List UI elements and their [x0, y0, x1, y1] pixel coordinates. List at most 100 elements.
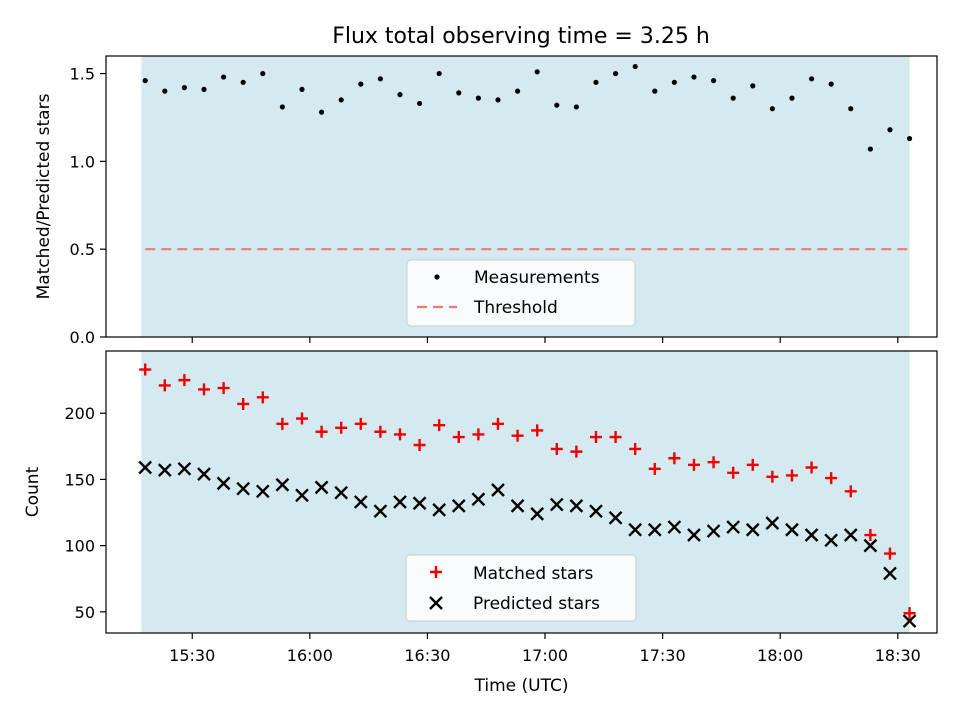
- measurement-point: [789, 95, 795, 101]
- measurement-point: [201, 86, 207, 92]
- measurement-point: [632, 63, 638, 70]
- predicted-stars-point: [628, 522, 643, 537]
- measurement-point: [377, 76, 383, 82]
- matched-stars-point: [727, 466, 740, 479]
- count-panel: 50 100 150 200 15:30 16:00 16:30 17:00 17:30 18:0…: [23, 350, 938, 696]
- predicted-stars-point: [314, 480, 329, 495]
- predicted-stars-point: [471, 492, 486, 507]
- measurement-point: [240, 79, 246, 85]
- matched-stars-point: [785, 469, 798, 482]
- matched-stars-point: [766, 470, 779, 483]
- measurement-point: [691, 74, 697, 80]
- matched-stars-point: [413, 439, 426, 451]
- predicted-stars-point: [647, 522, 662, 537]
- measurement-point: [260, 70, 266, 77]
- matched-stars-point: [354, 417, 367, 430]
- matched-stars-point: [217, 382, 230, 395]
- measurement-point: [652, 88, 658, 94]
- predicted-stars-point: [373, 504, 388, 519]
- predicted-stars-point: [236, 481, 251, 496]
- measurement-point: [456, 90, 462, 96]
- measurement-point: [534, 69, 540, 75]
- measurement-point: [220, 74, 227, 80]
- x-axis-label: Time (UTC): [474, 676, 569, 696]
- predicted-stars-point: [569, 499, 584, 513]
- measurement-point: [750, 83, 756, 89]
- count-legend-box: [405, 554, 637, 622]
- matched-stars-point: [746, 458, 759, 471]
- chart-title: Flux total observing time = 3.25 h: [332, 24, 710, 49]
- measurement-point: [142, 77, 148, 84]
- matched-stars-point: [511, 429, 524, 442]
- matched-stars-point: [158, 379, 171, 392]
- measurement-point: [573, 104, 579, 110]
- x-tick-label: 18:00: [757, 646, 803, 665]
- predicted-stars-point: [530, 506, 545, 521]
- matched-stars-point: [531, 424, 544, 437]
- predicted-stars-point: [177, 461, 192, 476]
- count-y-tick-label: 150: [64, 470, 95, 489]
- legend-matched-label: Matched stars: [473, 564, 593, 584]
- predicted-stars-point: [667, 520, 682, 534]
- count-y-tick-label: 200: [64, 404, 95, 423]
- measurement-point: [730, 95, 736, 101]
- predicted-stars-point: [432, 503, 447, 517]
- predicted-stars-point: [216, 476, 231, 491]
- predicted-stars-point: [687, 528, 701, 542]
- matched-stars-point: [903, 607, 916, 620]
- measurement-point: [358, 81, 364, 87]
- legend-predicted-marker: [429, 596, 443, 610]
- predicted-stars-point: [334, 485, 349, 500]
- matched-stars-point: [237, 397, 250, 410]
- measurement-point: [181, 85, 187, 91]
- matched-stars-point: [433, 419, 446, 432]
- measurement-point: [299, 86, 305, 92]
- predicted-stars-point: [608, 510, 623, 525]
- matched-stars-point: [452, 431, 465, 444]
- measurement-point: [554, 102, 560, 108]
- predicted-stars-point: [295, 488, 309, 503]
- measurement-point: [495, 97, 501, 103]
- x-tick-label: 17:00: [522, 646, 568, 665]
- matched-stars-point: [825, 472, 838, 485]
- predicted-stars-point: [510, 499, 525, 513]
- ratio-y-label: Matched/Predicted stars: [34, 93, 54, 299]
- matched-stars-point: [844, 485, 857, 498]
- predicted-stars-point: [353, 495, 368, 509]
- measurement-point: [338, 97, 344, 103]
- predicted-stars-point: [549, 497, 564, 512]
- ratio-y-tick-label: 0.0: [70, 328, 95, 347]
- count-y-label: Count: [23, 466, 43, 517]
- legend-matched-marker: [430, 566, 442, 578]
- predicted-stars-point: [138, 460, 153, 475]
- measurements-points: [142, 63, 913, 152]
- count-panel-frame: [105, 350, 938, 634]
- matched-stars-point: [197, 383, 210, 396]
- measurement-point: [887, 127, 893, 133]
- matched-stars-point: [629, 442, 642, 455]
- matched-stars-point: [256, 391, 269, 404]
- ratio-y-tick-label: 0.5: [70, 240, 95, 259]
- predicted-stars-point: [393, 495, 407, 509]
- matched-stars-point: [589, 431, 602, 444]
- matched-stars-point: [374, 425, 387, 438]
- measurement-point: [612, 70, 619, 77]
- predicted-stars-point: [765, 516, 780, 530]
- ratio-legend-box: [406, 259, 636, 327]
- count-points: [138, 363, 917, 628]
- measurement-point: [593, 79, 599, 85]
- matched-stars-point: [864, 529, 877, 542]
- measurement-point: [867, 146, 873, 152]
- ratio-y-tick-label: 1.0: [70, 152, 95, 171]
- measurement-point: [769, 106, 775, 112]
- matched-stars-point: [393, 428, 406, 441]
- predicted-stars-point: [883, 566, 897, 581]
- measurement-point: [828, 81, 834, 87]
- count-y-tick-label: 50: [75, 603, 95, 622]
- predicted-stars-point: [902, 614, 917, 628]
- ratio-panel-frame: [105, 55, 938, 338]
- predicted-stars-point: [255, 484, 270, 499]
- predicted-stars-point: [197, 467, 211, 481]
- matched-stars-point: [491, 417, 504, 430]
